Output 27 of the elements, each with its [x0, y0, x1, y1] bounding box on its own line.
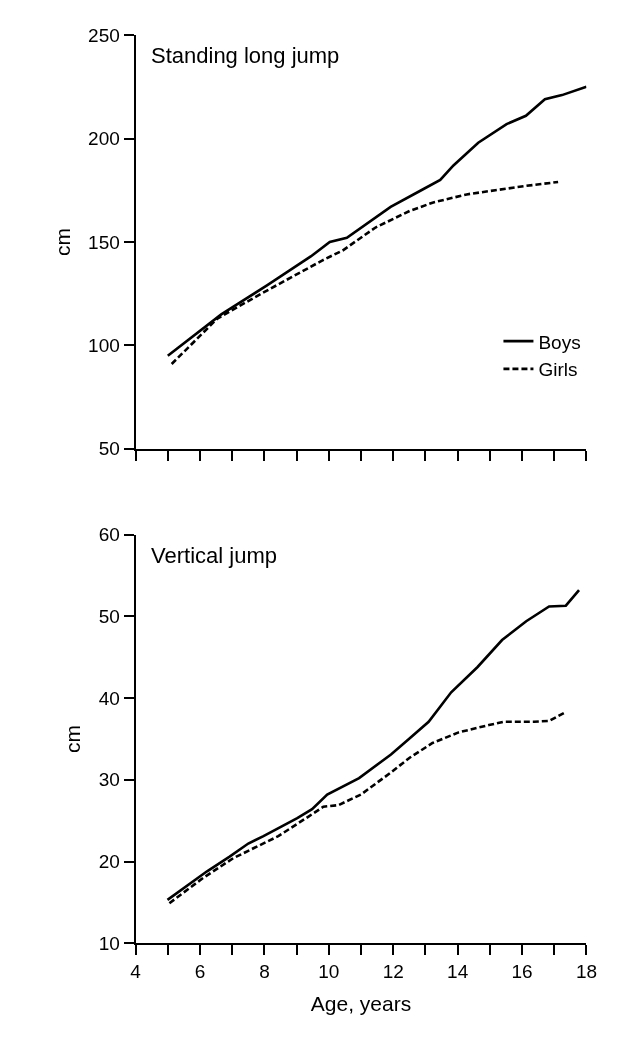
- y-tick-label: 40: [98, 687, 120, 709]
- y-axis-title: cm: [61, 724, 85, 753]
- x-tick-label: 10: [318, 961, 340, 983]
- y-tick-label: 150: [88, 231, 120, 253]
- y-tick-label: 30: [98, 769, 120, 791]
- x-axis-title: Age, years: [310, 991, 412, 1015]
- x-tick-label: 18: [575, 961, 598, 983]
- y-axis-title: cm: [50, 227, 74, 256]
- chart-title: Standing long jump: [151, 43, 340, 68]
- y-tick-label: 10: [98, 932, 120, 954]
- x-tick-label: 4: [130, 961, 142, 983]
- x-tick-label: 16: [511, 961, 533, 983]
- x-tick-label: 6: [194, 961, 206, 983]
- x-tick-label: 12: [382, 961, 404, 983]
- y-tick-label: 50: [98, 605, 120, 627]
- y-tick-label: 60: [98, 524, 120, 546]
- legend-label: Girls: [538, 359, 578, 381]
- y-tick-label: 250: [88, 24, 120, 46]
- chart-title: Vertical jump: [151, 543, 277, 568]
- legend-label: Boys: [538, 331, 581, 353]
- line-series: [166, 588, 581, 902]
- y-tick-label: 20: [98, 851, 120, 873]
- y-tick-label: 50: [98, 438, 120, 460]
- y-tick-label: 200: [88, 128, 120, 150]
- x-tick-label: 14: [447, 961, 469, 983]
- y-tick-label: 100: [88, 335, 120, 357]
- x-tick-label: 8: [259, 961, 270, 983]
